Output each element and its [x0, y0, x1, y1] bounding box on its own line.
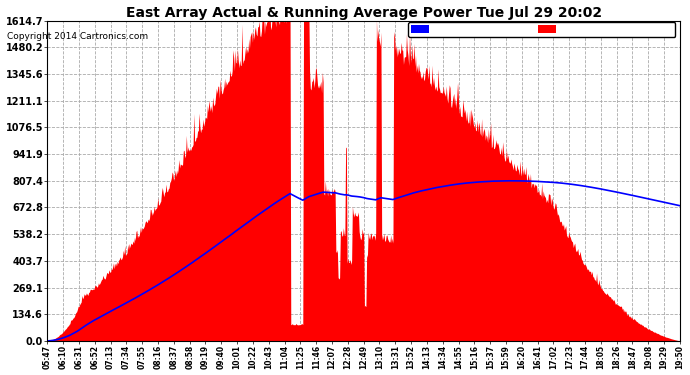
Legend: Average  (DC Watts), East Array  (DC Watts): Average (DC Watts), East Array (DC Watts… — [408, 22, 676, 37]
Text: Copyright 2014 Cartronics.com: Copyright 2014 Cartronics.com — [7, 32, 148, 41]
Title: East Array Actual & Running Average Power Tue Jul 29 20:02: East Array Actual & Running Average Powe… — [126, 6, 602, 20]
